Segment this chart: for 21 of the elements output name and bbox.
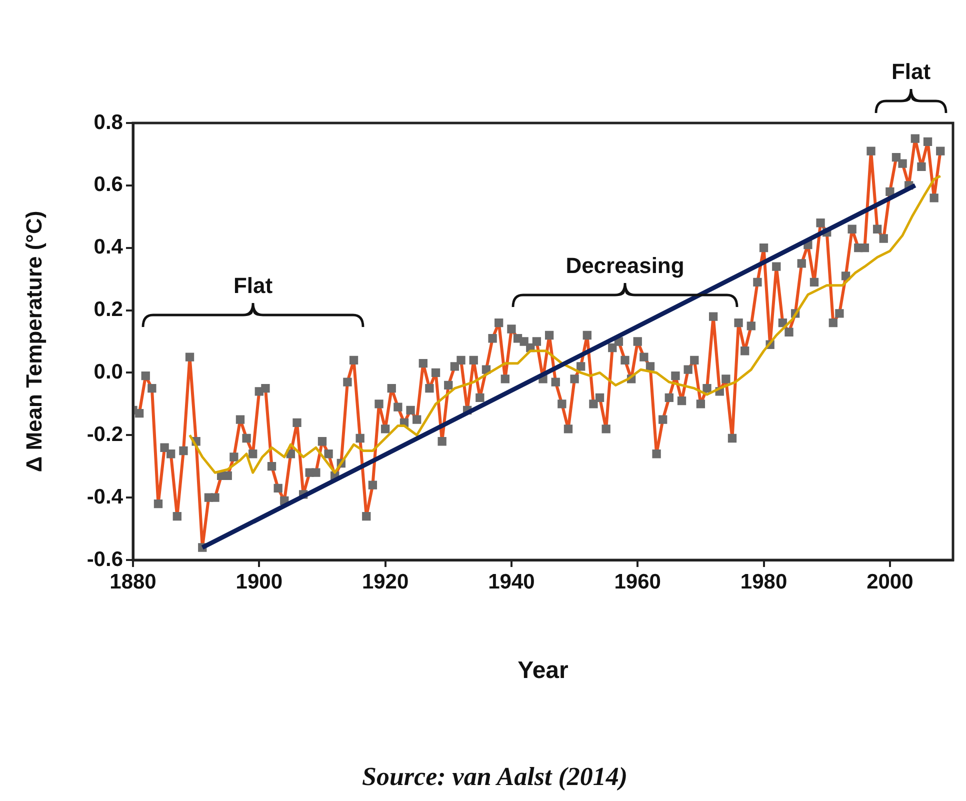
y-tick-label: -0.4	[86, 485, 124, 508]
x-axis-title: Year	[518, 657, 568, 684]
annotation: Decreasing	[566, 253, 684, 279]
y-tick-label: -0.6	[86, 548, 123, 571]
y-axis-title: Δ Mean Temperature (°C)	[21, 210, 46, 472]
x-tick-label: 1980	[740, 570, 788, 594]
annotation: Flat	[233, 273, 273, 299]
y-tick-label: 0.8	[94, 110, 124, 134]
source-note: Source: van Aalst (2014)	[362, 762, 628, 792]
x-tick-label: 2000	[866, 570, 914, 594]
x-tick-label: 1880	[110, 570, 156, 594]
y-tick-label: -0.2	[86, 422, 123, 446]
y-tick-label: 0.2	[94, 298, 123, 322]
x-tick-label: 1940	[488, 570, 535, 594]
y-tick-label: 0.0	[94, 360, 123, 384]
y-tick-label: 0.6	[94, 173, 123, 196]
x-tick-label: 1960	[614, 570, 661, 594]
y-tick-label: 0.4	[94, 236, 124, 259]
text: Flat	[891, 59, 931, 85]
x-tick-label: 1900	[236, 570, 283, 594]
x-tick-label: 1920	[362, 570, 409, 594]
